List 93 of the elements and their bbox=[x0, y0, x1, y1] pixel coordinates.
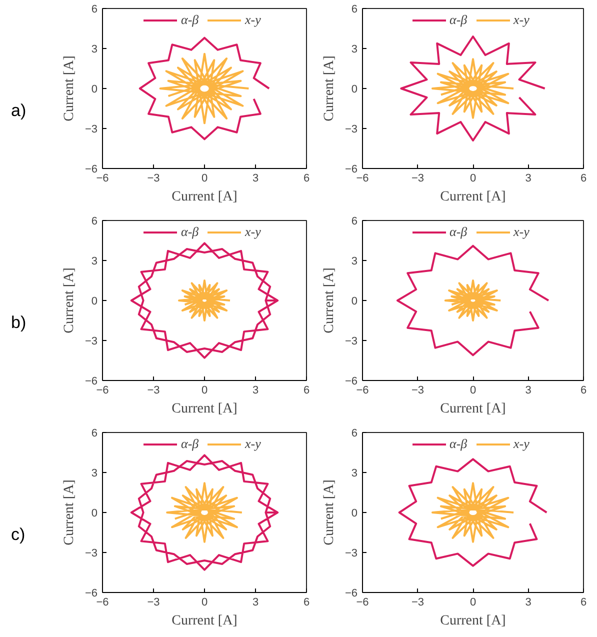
y-tick-label: −3 bbox=[84, 124, 98, 136]
legend-label: α-β bbox=[181, 12, 200, 28]
y-tick-label: 3 bbox=[351, 256, 358, 268]
legend-label: x-y bbox=[514, 436, 530, 452]
y-tick-label: −3 bbox=[344, 124, 358, 136]
y-axis-title: Current [A] bbox=[322, 268, 337, 334]
legend-label: α-β bbox=[181, 436, 200, 452]
x-tick-label: 0 bbox=[470, 384, 476, 396]
line-series bbox=[431, 58, 515, 119]
y-tick-label: −6 bbox=[84, 588, 98, 600]
legend-label: x-y bbox=[245, 224, 262, 240]
legend-label: α-β bbox=[450, 224, 468, 240]
legend-label: x-y bbox=[514, 12, 530, 28]
x-tick-label: 6 bbox=[303, 172, 310, 184]
y-tick-label: 0 bbox=[91, 84, 98, 96]
y-tick-label: −3 bbox=[84, 336, 98, 348]
y-tick-label: 0 bbox=[351, 508, 358, 520]
y-tick-label: 6 bbox=[351, 4, 358, 16]
y-tick-label: 6 bbox=[351, 216, 358, 228]
x-tick-label: 3 bbox=[525, 172, 532, 184]
x-tick-label: 3 bbox=[252, 384, 259, 396]
x-tick-label: −3 bbox=[147, 384, 160, 396]
x-axis-title: Current [A] bbox=[440, 614, 506, 628]
y-tick-label: 6 bbox=[351, 428, 358, 440]
x-tick-label: 0 bbox=[201, 596, 208, 608]
legend-label: α-β bbox=[450, 12, 468, 28]
y-tick-label: 6 bbox=[91, 4, 98, 16]
x-axis-title: Current [A] bbox=[172, 402, 238, 416]
legend-label: α-β bbox=[450, 436, 468, 452]
legend-label: x-y bbox=[245, 12, 262, 28]
y-tick-label: 0 bbox=[91, 508, 98, 520]
x-tick-label: 6 bbox=[580, 384, 587, 396]
y-tick-label: 3 bbox=[351, 468, 358, 480]
y-tick-label: −3 bbox=[344, 548, 358, 560]
line-series bbox=[396, 244, 550, 356]
y-axis-title: Current [A] bbox=[322, 480, 337, 546]
y-axis-title: Current [A] bbox=[322, 56, 337, 122]
line-series bbox=[400, 36, 546, 142]
line-series bbox=[130, 242, 279, 359]
x-tick-label: 6 bbox=[303, 384, 310, 396]
legend-label: x-y bbox=[514, 224, 530, 240]
y-tick-label: 3 bbox=[91, 468, 98, 480]
x-axis-title: Current [A] bbox=[172, 190, 238, 204]
x-axis-title: Current [A] bbox=[440, 402, 506, 416]
x-tick-label: −3 bbox=[411, 596, 424, 608]
x-tick-label: −3 bbox=[147, 172, 160, 184]
y-tick-label: −6 bbox=[344, 164, 358, 176]
y-tick-label: 0 bbox=[351, 84, 358, 96]
x-axis-title: Current [A] bbox=[172, 614, 238, 628]
line-series bbox=[166, 482, 243, 543]
line-series bbox=[159, 52, 250, 124]
x-tick-label: 3 bbox=[525, 384, 532, 396]
text: a) bbox=[11, 100, 26, 122]
x-tick-label: −3 bbox=[147, 596, 160, 608]
x-tick-label: 6 bbox=[580, 172, 587, 184]
y-tick-label: 6 bbox=[91, 428, 98, 440]
y-tick-label: 3 bbox=[351, 44, 358, 56]
text: b) bbox=[11, 312, 26, 334]
x-tick-label: −3 bbox=[411, 384, 424, 396]
x-tick-label: 0 bbox=[470, 172, 476, 184]
y-tick-label: 3 bbox=[91, 44, 98, 56]
line-series bbox=[398, 458, 548, 567]
x-tick-label: 0 bbox=[470, 596, 476, 608]
text: c) bbox=[11, 524, 26, 546]
x-tick-label: 3 bbox=[252, 172, 259, 184]
x-tick-label: 6 bbox=[580, 596, 587, 608]
y-tick-label: 6 bbox=[91, 216, 98, 228]
line-series bbox=[431, 482, 515, 543]
y-axis-title: Current [A] bbox=[62, 268, 77, 334]
x-tick-label: 0 bbox=[201, 384, 208, 396]
x-tick-label: 6 bbox=[303, 596, 310, 608]
y-axis-title: Current [A] bbox=[62, 56, 77, 122]
line-series bbox=[138, 36, 270, 140]
line-series bbox=[444, 280, 502, 322]
y-tick-label: 3 bbox=[91, 256, 98, 268]
y-tick-label: 0 bbox=[91, 296, 98, 308]
y-tick-label: −6 bbox=[344, 376, 358, 388]
legend-label: x-y bbox=[245, 436, 262, 452]
x-tick-label: 3 bbox=[525, 596, 532, 608]
x-tick-label: −3 bbox=[411, 172, 424, 184]
x-tick-label: 3 bbox=[252, 596, 259, 608]
y-axis-title: Current [A] bbox=[62, 480, 77, 546]
y-tick-label: −3 bbox=[344, 336, 358, 348]
x-axis-title: Current [A] bbox=[440, 190, 506, 204]
line-series bbox=[178, 280, 231, 322]
y-tick-label: 0 bbox=[351, 296, 358, 308]
line-series bbox=[130, 454, 279, 571]
y-tick-label: −6 bbox=[84, 376, 98, 388]
x-tick-label: 0 bbox=[201, 172, 208, 184]
legend-label: α-β bbox=[181, 224, 200, 240]
y-tick-label: −3 bbox=[84, 548, 98, 560]
y-tick-label: −6 bbox=[344, 588, 358, 600]
y-tick-label: −6 bbox=[84, 164, 98, 176]
